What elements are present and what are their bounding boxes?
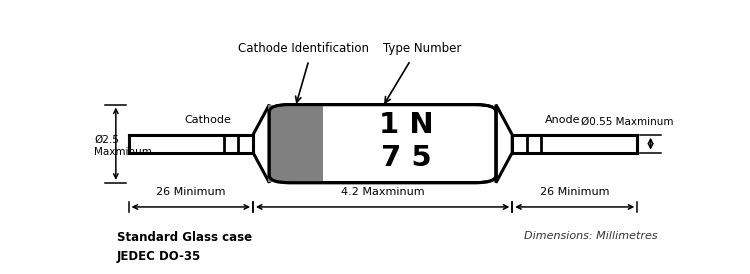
Bar: [129, 135, 253, 153]
Text: Standard Glass case
JEDEC DO-35: Standard Glass case JEDEC DO-35: [117, 231, 252, 263]
Polygon shape: [253, 105, 269, 183]
Text: 1 N
7 5: 1 N 7 5: [379, 111, 433, 172]
Text: Ø2.5
Maxminum: Ø2.5 Maxminum: [94, 135, 152, 156]
FancyBboxPatch shape: [269, 105, 496, 183]
Text: 26 Minimum: 26 Minimum: [156, 187, 226, 198]
Bar: [268, 105, 323, 182]
Text: Ø0.55 Maxminum: Ø0.55 Maxminum: [581, 116, 674, 126]
Text: 4.2 Maxminum: 4.2 Maxminum: [340, 187, 424, 198]
Polygon shape: [496, 105, 512, 183]
Text: Anode: Anode: [545, 115, 580, 125]
Text: Dimensions: Millimetres: Dimensions: Millimetres: [524, 231, 658, 241]
Text: Cathode Identification: Cathode Identification: [238, 42, 368, 55]
Text: 26 Minimum: 26 Minimum: [540, 187, 610, 198]
Text: Type Number: Type Number: [383, 42, 461, 55]
Bar: [512, 135, 638, 153]
Text: Cathode: Cathode: [184, 115, 232, 125]
